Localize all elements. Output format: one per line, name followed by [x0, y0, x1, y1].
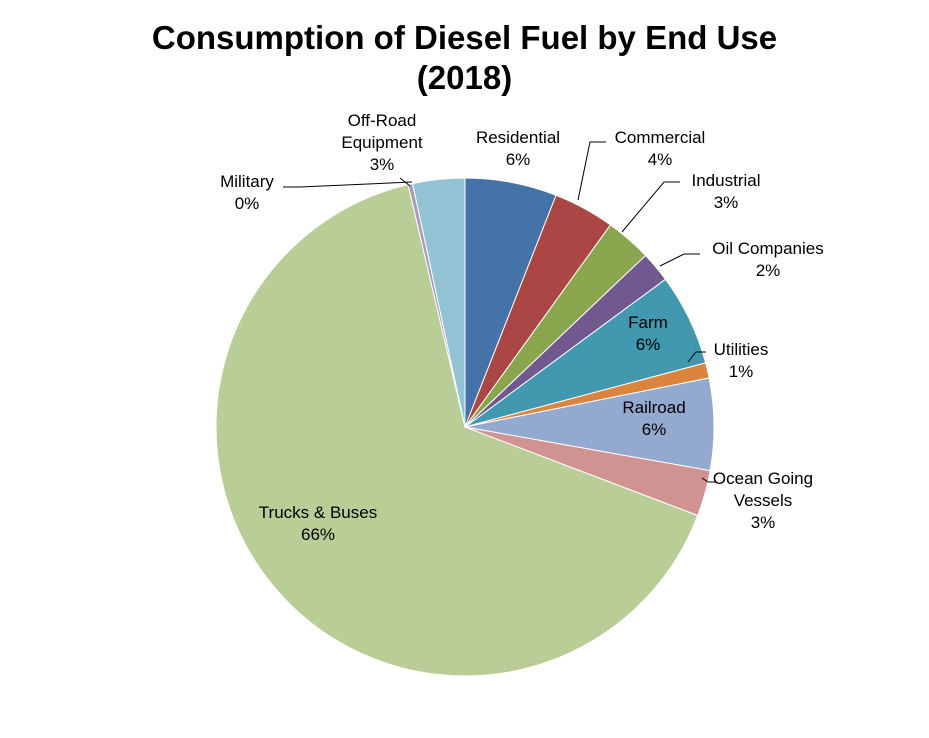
data-label-name: Oil Companies — [712, 239, 824, 258]
data-label-utilities: Utilities 1% — [714, 339, 769, 383]
data-label-name: Railroad — [622, 398, 686, 417]
leader-line-military — [283, 181, 413, 188]
pie-slice-trucks-buses — [215, 184, 699, 677]
data-label-value: 4% — [647, 150, 673, 169]
data-label-name: Utilities — [713, 340, 769, 359]
data-label-oil-companies: Oil Companies 2% — [712, 238, 824, 282]
data-label-name: Off-Road Equipment — [341, 111, 423, 152]
leader-line-off-road-equipment — [399, 177, 411, 187]
leader-line-industrial — [621, 181, 680, 233]
chart-title-line2: (2018) — [416, 59, 513, 96]
data-label-ocean-going-vessels: Ocean Going Vessels 3% — [713, 468, 813, 534]
data-label-value: 2% — [755, 261, 781, 280]
data-label-industrial: Industrial 3% — [692, 170, 761, 214]
chart-title: Consumption of Diesel Fuel by End Use (2… — [0, 18, 929, 98]
leader-line-oil-companies — [659, 253, 700, 267]
data-label-value: 66% — [300, 525, 336, 544]
data-label-name: Commercial — [614, 128, 706, 147]
data-label-value: 3% — [713, 193, 739, 212]
data-label-military: Military 0% — [220, 171, 274, 215]
data-label-value: 6% — [505, 150, 531, 169]
data-label-name: Residential — [475, 128, 561, 147]
data-label-value: 3% — [750, 513, 776, 532]
data-label-value: 1% — [728, 362, 754, 381]
data-label-value: 3% — [369, 155, 395, 174]
data-label-name: Farm — [628, 313, 668, 332]
data-label-value: 6% — [635, 335, 661, 354]
data-label-trucks-buses: Trucks & Buses 66% — [259, 502, 377, 546]
leader-line-utilities — [687, 351, 706, 363]
data-label-name: Ocean Going Vessels — [712, 469, 814, 510]
leader-line-commercial — [577, 141, 606, 201]
data-label-value: 0% — [234, 194, 260, 213]
data-label-value: 6% — [641, 420, 667, 439]
data-label-name: Military — [220, 172, 274, 191]
pie-slice-off-road-equipment — [411, 177, 466, 428]
leader-line-ocean-going-vessels — [701, 477, 716, 483]
data-label-residential: Residential 6% — [476, 127, 560, 171]
data-label-name: Industrial — [691, 171, 761, 190]
data-label-name: Trucks & Buses — [258, 503, 378, 522]
data-label-farm: Farm 6% — [628, 312, 668, 356]
data-label-off-road-equipment: Off-Road Equipment 3% — [341, 110, 422, 176]
chart-title-line1: Consumption of Diesel Fuel by End Use — [151, 19, 778, 56]
data-label-commercial: Commercial 4% — [615, 127, 706, 171]
data-label-railroad: Railroad 6% — [622, 397, 685, 441]
